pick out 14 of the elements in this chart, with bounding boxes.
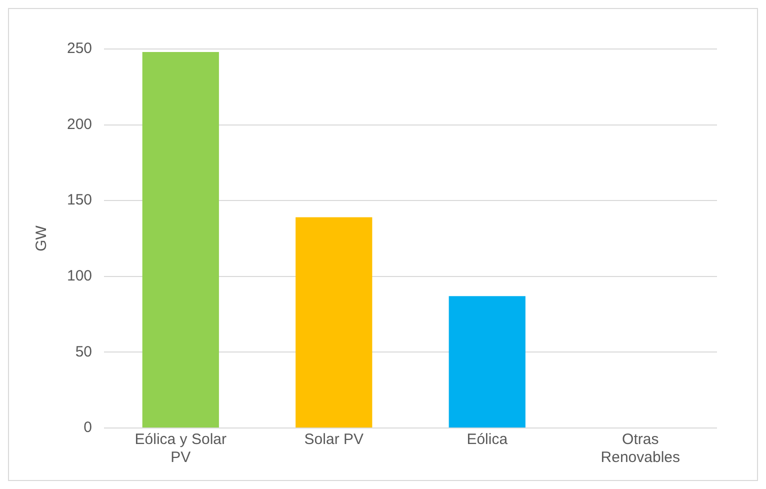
bar <box>448 296 526 428</box>
bar <box>142 52 219 428</box>
x-tick-label: Solar PV <box>304 431 364 448</box>
y-tick-label: 200 <box>66 116 92 133</box>
y-tick-label: 50 <box>75 343 92 360</box>
x-tick-label: Eólica y Solar PV <box>134 431 227 466</box>
y-tick-label: 100 <box>66 268 92 285</box>
y-tick-label: 150 <box>66 192 92 209</box>
x-tick-label: Eólica <box>466 431 508 448</box>
y-tick-label: 250 <box>66 40 92 58</box>
y-axis-title: GW <box>33 224 50 252</box>
x-tick-label: Otras Renovables <box>600 431 680 466</box>
bar <box>296 217 372 428</box>
y-tick-label: 0 <box>84 419 92 436</box>
